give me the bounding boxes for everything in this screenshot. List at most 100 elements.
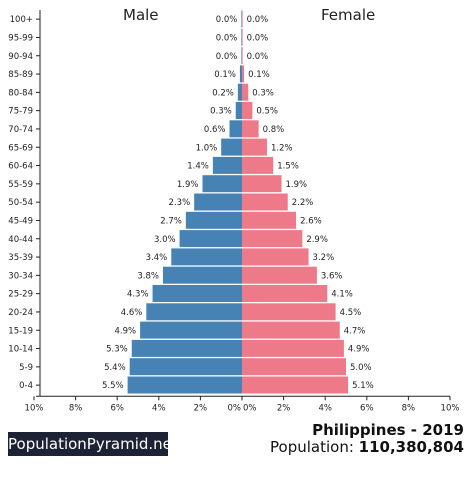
age-group-label: 30-34 [8,271,33,281]
male-value-label: 1.0% [196,143,218,153]
x-tick-label: 0% [228,403,242,413]
male-value-label: 0.6% [204,125,226,135]
age-group-label: 95-99 [8,33,33,43]
age-group-label: 60-64 [8,162,33,172]
male-value-label: 1.9% [177,180,199,190]
age-group-label: 90-94 [8,52,33,62]
population-prefix: Population: [270,438,359,456]
female-value-label: 2.2% [292,198,314,208]
male-bar [235,102,242,119]
female-value-label: 1.9% [286,180,308,190]
age-group-label: 0-4 [19,381,33,391]
female-bar [242,175,282,193]
male-bar [179,230,242,248]
male-bar [239,65,242,83]
country-year-title: Philippines - 2019 [312,421,464,439]
age-group-label: 70-74 [8,125,33,135]
female-value-label: 5.0% [350,363,372,373]
female-value-label: 3.6% [321,271,343,281]
population-value: 110,380,804 [358,438,464,456]
female-bar [242,358,346,376]
female-value-label: 0.1% [248,70,270,80]
male-value-label: 4.9% [114,326,136,336]
female-value-label: 0.0% [247,33,269,43]
female-value-label: 0.3% [252,88,274,98]
male-bar [146,303,242,321]
age-group-label: 75-79 [8,107,33,117]
female-bar [242,266,317,284]
male-value-label: 3.0% [154,235,176,245]
female-value-label: 0.0% [247,15,269,25]
female-bar [242,248,309,266]
x-tick-label: 4% [318,403,332,413]
age-group-label: 65-69 [8,143,33,153]
female-bar [242,230,303,248]
x-tick-label: 10% [25,403,44,413]
brand-logo[interactable]: PopulationPyramid.net [8,432,178,456]
male-bar [221,138,242,156]
x-tick-label: 2% [277,403,291,413]
male-value-label: 0.0% [216,52,238,62]
male-value-label: 5.4% [104,363,126,373]
x-tick-label: 6% [360,403,374,413]
x-tick-label: 10% [441,403,460,413]
female-bar [242,47,243,65]
x-tick-label: 8% [402,403,416,413]
female-bar [242,321,340,339]
male-bar [229,120,242,138]
male-value-label: 4.3% [127,290,149,300]
male-value-label: 0.0% [216,33,238,43]
female-value-label: 3.2% [313,253,335,263]
population-total: Population: 110,380,804 [270,438,464,456]
female-bar [242,339,344,357]
male-bar [241,47,242,65]
female-value-label: 2.9% [306,235,328,245]
age-group-label: 15-19 [8,326,33,336]
male-bar [202,175,242,193]
male-bar [152,285,242,302]
female-bar [242,303,336,321]
male-value-label: 4.6% [121,308,143,318]
x-tick-label: 0% [243,403,257,413]
male-value-label: 0.3% [210,107,232,117]
female-bar [242,10,243,28]
female-bar [242,193,288,211]
x-tick-label: 6% [110,403,124,413]
age-group-label: 10-14 [8,345,33,355]
male-value-label: 0.0% [216,15,238,25]
female-value-label: 4.7% [344,326,366,336]
male-bar [212,156,242,174]
female-bar [242,138,267,156]
female-bar [242,120,259,138]
age-group-label: 5-9 [19,363,33,373]
age-group-label: 85-89 [8,70,33,80]
male-bar [171,248,242,266]
female-value-label: 1.5% [277,162,299,172]
female-value-label: 5.1% [352,381,374,391]
age-group-label: 40-44 [8,235,33,245]
x-tick-label: 4% [152,403,166,413]
male-value-label: 5.5% [102,381,124,391]
male-bar [194,193,242,211]
female-value-label: 4.5% [340,308,362,318]
age-group-label: 20-24 [8,308,33,318]
male-value-label: 3.4% [146,253,168,263]
age-group-label: 35-39 [8,253,33,263]
female-value-label: 0.5% [256,107,278,117]
male-bar [241,28,242,46]
age-group-label: 25-29 [8,290,33,300]
age-group-label: 50-54 [8,198,33,208]
male-value-label: 0.2% [212,88,234,98]
male-bar [127,376,242,394]
age-group-label: 55-59 [8,180,33,190]
male-value-label: 2.3% [169,198,191,208]
male-value-label: 1.4% [187,162,209,172]
female-bar [242,83,249,101]
female-bar [242,156,274,174]
male-value-label: 0.1% [214,70,236,80]
male-value-label: 3.8% [137,271,159,281]
male-bar [131,339,242,357]
female-value-label: 4.1% [331,290,353,300]
x-tick-label: 8% [69,403,83,413]
